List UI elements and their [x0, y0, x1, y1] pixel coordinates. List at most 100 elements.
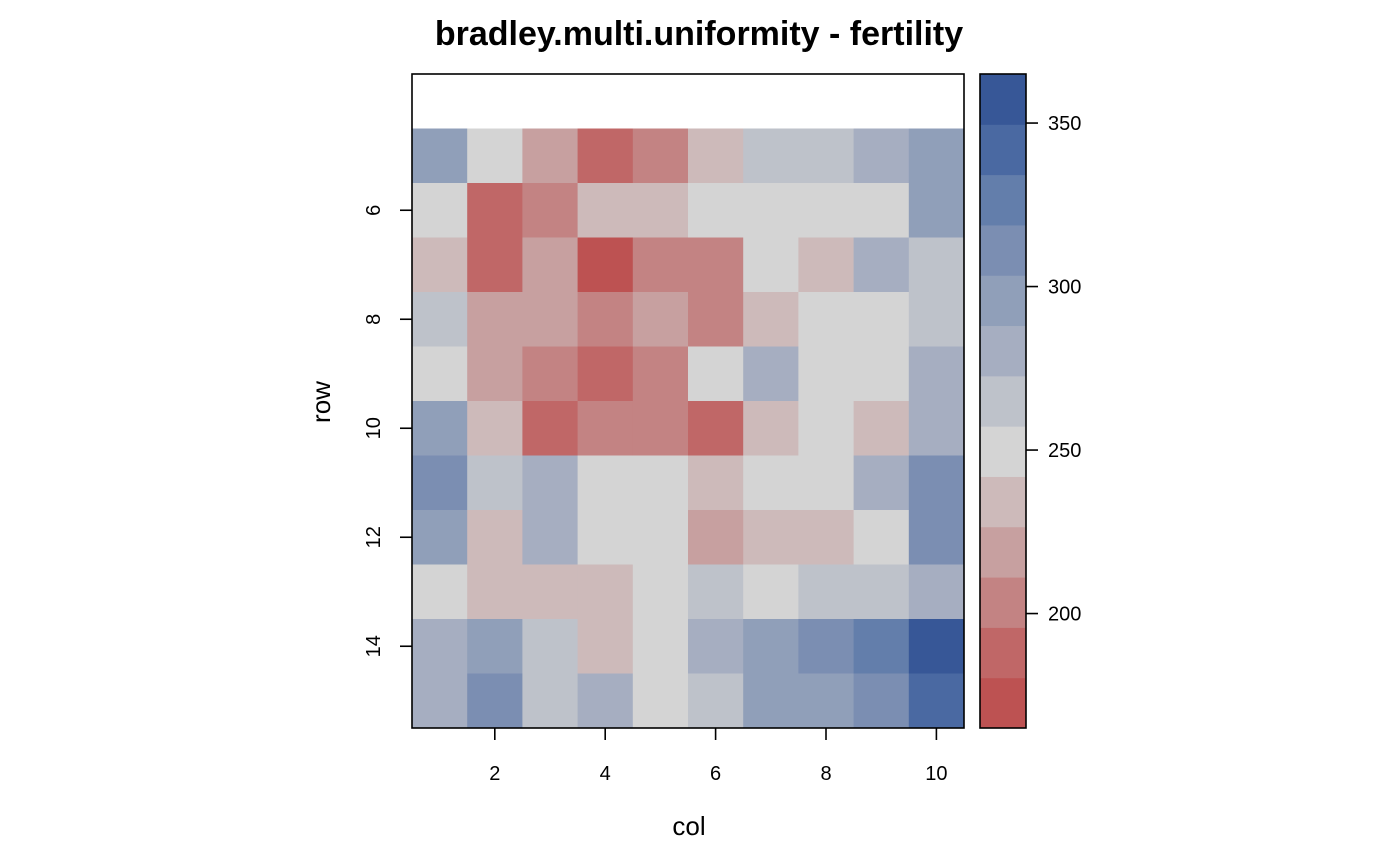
heatmap-cell: [522, 564, 579, 620]
y-axis: 6 8 10 12 14: [363, 205, 412, 657]
heatmap-cell: [908, 237, 965, 293]
y-tick-label: 8: [363, 314, 385, 325]
heatmap-cell: [577, 619, 634, 674]
legend-tick-label: 300: [1048, 277, 1081, 299]
heatmap-cell: [743, 401, 799, 456]
heatmap-cell: [798, 510, 855, 565]
heatmap-cell: [688, 564, 744, 620]
heatmap-cell: [853, 346, 910, 402]
heatmap-cell: [522, 128, 579, 184]
heatmap-cell: [688, 673, 744, 729]
heatmap-cell: [412, 237, 468, 293]
heatmap-cell: [467, 619, 523, 674]
heatmap-cell: [853, 673, 910, 729]
legend-swatch: [980, 275, 1026, 327]
y-tick-label: 10: [363, 417, 385, 439]
heatmap-cell: [798, 401, 855, 456]
heatmap-cell: [908, 455, 965, 511]
heatmap-cell: [412, 346, 468, 402]
heatmap-cell: [743, 183, 799, 238]
heatmap-cell: [688, 292, 744, 347]
heatmap-cells: [412, 128, 965, 729]
heatmap-cell: [522, 510, 579, 565]
heatmap-cell: [743, 564, 799, 620]
heatmap-cell: [577, 673, 634, 729]
heatmap-cell: [798, 564, 855, 620]
heatmap-cell: [798, 128, 855, 184]
heatmap-cell: [632, 510, 689, 565]
heatmap-cell: [688, 346, 744, 402]
heatmap-cell: [522, 455, 579, 511]
heatmap-cell: [412, 455, 468, 511]
heatmap-cell: [632, 401, 689, 456]
heatmap-cell: [908, 619, 965, 674]
heatmap-cell: [853, 183, 910, 238]
heatmap-cell: [908, 292, 965, 347]
heatmap-cell: [798, 237, 855, 293]
heatmap-cell: [798, 619, 855, 674]
heatmap-cell: [688, 237, 744, 293]
heatmap-cell: [577, 346, 634, 402]
legend-frame: [979, 73, 1027, 729]
heatmap-cell: [743, 510, 799, 565]
heatmap-cell: [688, 455, 744, 511]
heatmap-cell: [743, 346, 799, 402]
heatmap-cell: [412, 510, 468, 565]
heatmap-cell: [467, 564, 523, 620]
heatmap-cell: [632, 455, 689, 511]
heatmap-cell: [743, 237, 799, 293]
legend-tick-label: 350: [1048, 113, 1081, 135]
heatmap-cell: [908, 401, 965, 456]
heatmap-cell: [467, 128, 523, 184]
legend-swatch: [980, 124, 1026, 176]
heatmap-cell: [467, 346, 523, 402]
legend-tick-label: 200: [1048, 604, 1081, 626]
heatmap-cell: [798, 346, 855, 402]
heatmap-cell: [577, 128, 634, 184]
legend-swatch: [980, 224, 1026, 276]
heatmap-cell: [853, 128, 910, 184]
y-tick-label: 14: [363, 635, 385, 657]
heatmap-cell: [632, 673, 689, 729]
heatmap-cell: [577, 183, 634, 238]
heatmap-cell: [908, 346, 965, 402]
heatmap-cell: [688, 510, 744, 565]
heatmap-cell: [798, 183, 855, 238]
color-legend: 200 250 300 350: [979, 73, 1081, 729]
heatmap-cell: [577, 401, 634, 456]
heatmap-cell: [743, 619, 799, 674]
heatmap-cell: [632, 564, 689, 620]
heatmap-cell: [853, 401, 910, 456]
heatmap-cell: [522, 237, 579, 293]
heatmap-cell: [412, 128, 468, 184]
legend-swatch: [980, 375, 1026, 427]
x-tick-label: 4: [600, 763, 611, 785]
heatmap-cell: [853, 455, 910, 511]
heatmap-cell: [467, 292, 523, 347]
heatmap-cell: [577, 510, 634, 565]
legend-swatch: [980, 526, 1026, 578]
heatmap-cell: [412, 619, 468, 674]
x-tick-label: 10: [925, 763, 947, 785]
heatmap-cell: [853, 564, 910, 620]
heatmap-cell: [908, 128, 965, 184]
heatmap-cell: [908, 183, 965, 238]
heatmap-cell: [467, 510, 523, 565]
heatmap-cell: [522, 292, 579, 347]
heatmap-cell: [632, 619, 689, 674]
heatmap-cell: [908, 510, 965, 565]
heatmap-cell: [632, 292, 689, 347]
heatmap-cell: [632, 346, 689, 402]
heatmap-cell: [577, 455, 634, 511]
legend-swatch: [980, 426, 1026, 477]
heatmap-cell: [522, 346, 579, 402]
legend-swatch: [980, 677, 1026, 729]
legend-swatch: [980, 476, 1026, 528]
heatmap-cell: [632, 128, 689, 184]
legend-swatch: [980, 627, 1026, 679]
plot-frame: [411, 73, 965, 729]
heatmap-cell: [688, 401, 744, 456]
heatmap-cell: [688, 619, 744, 674]
heatmap-cell: [853, 237, 910, 293]
